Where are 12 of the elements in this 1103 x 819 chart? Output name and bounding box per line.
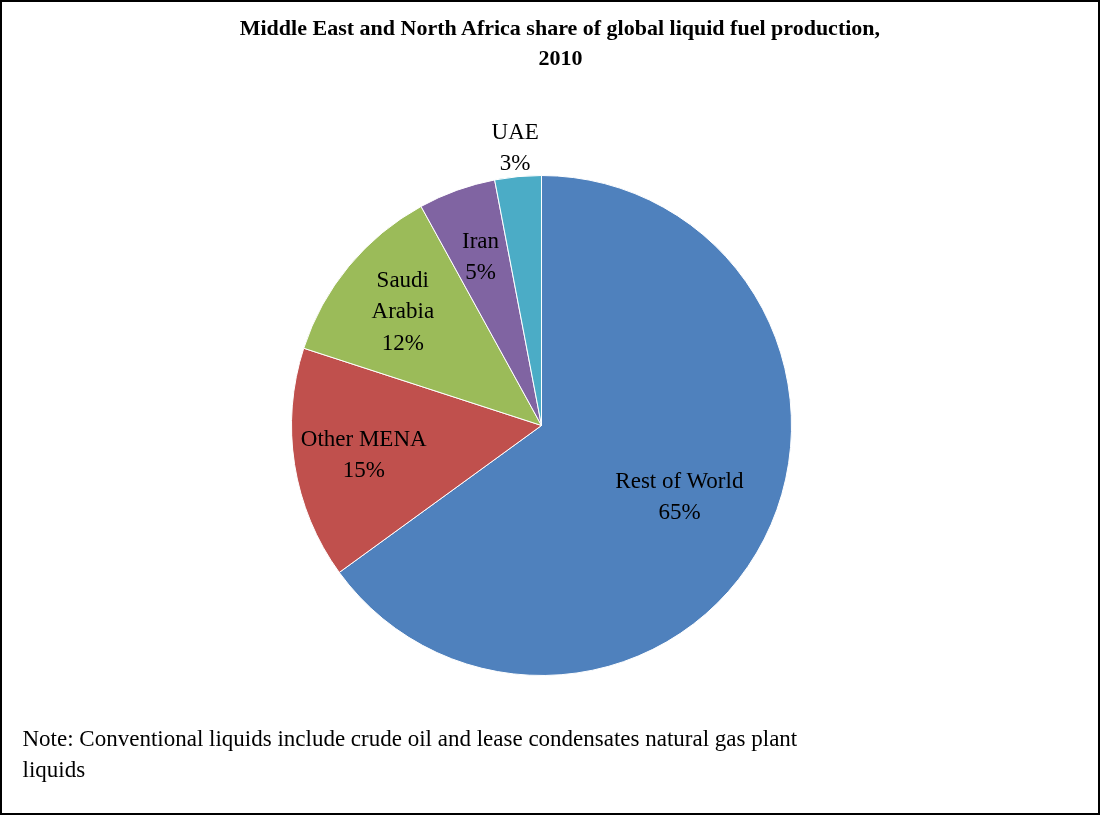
slice-label: UAE bbox=[491, 118, 539, 144]
slice-label: Iran bbox=[462, 228, 500, 254]
data-label: 65% bbox=[658, 498, 701, 524]
slice-label: Other MENA bbox=[300, 425, 428, 451]
data-label: 5% bbox=[465, 259, 496, 285]
slice-label: Saudi Arabia bbox=[371, 267, 435, 324]
slice-label: Rest of World bbox=[615, 467, 744, 493]
data-label: 12% bbox=[381, 329, 424, 355]
chart-title: Middle East and North Africa share of global liquid fuel production, 2010 bbox=[239, 14, 881, 70]
data-label: 3% bbox=[499, 149, 531, 175]
text: Note: Conventional liquids include crude oil and lease condensates natural gas plant liquids bbox=[22, 725, 798, 782]
data-label: 15% bbox=[342, 456, 385, 482]
